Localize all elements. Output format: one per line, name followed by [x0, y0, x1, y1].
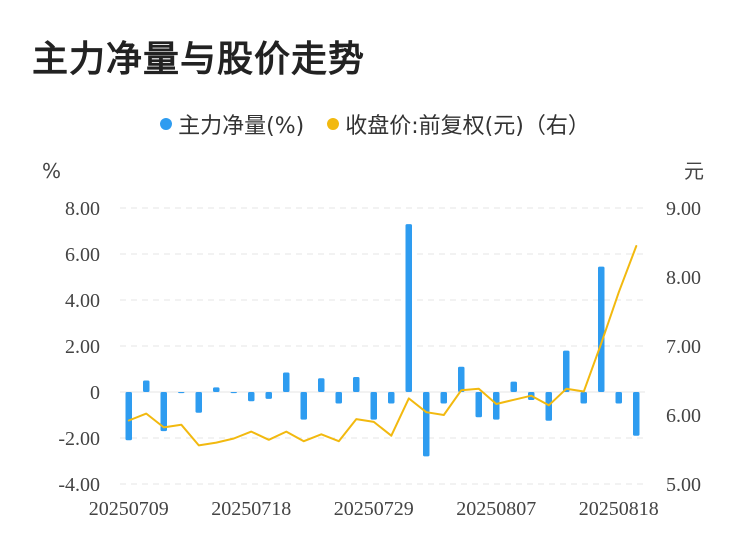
- legend-label-close-price: 收盘价:前复权(元)（右）: [345, 114, 590, 139]
- left-tick-label: 0: [90, 382, 100, 404]
- right-tick-label: 8.00: [666, 267, 701, 289]
- left-tick-label: 6.00: [65, 244, 100, 266]
- bar: [563, 350, 570, 392]
- left-axis: 8.00 6.00 4.00 2.00 0 -2.00 -4.00: [58, 198, 100, 496]
- bar: [248, 392, 255, 402]
- bar: [195, 392, 202, 413]
- bar: [493, 392, 500, 420]
- bar: [405, 224, 412, 392]
- bar: [423, 392, 430, 457]
- legend-item-close-price[interactable]: 收盘价:前复权(元)（右）: [327, 108, 590, 140]
- bar: [143, 380, 150, 392]
- bar: [633, 392, 640, 436]
- bar: [440, 392, 447, 404]
- bar: [335, 392, 342, 404]
- bar: [160, 392, 167, 432]
- bar: [615, 392, 622, 404]
- chart-title: 主力净量与股价走势: [32, 39, 366, 80]
- bar: [230, 392, 237, 394]
- x-tick-label: 20250818: [579, 498, 659, 520]
- bar-series: [125, 224, 640, 457]
- left-tick-label: -2.00: [58, 428, 100, 450]
- right-tick-label: 5.00: [666, 474, 701, 496]
- bar: [370, 392, 377, 420]
- legend-dot-close-price: [327, 118, 340, 130]
- legend: 主力净量(%) 收盘价:前复权(元)（右）: [0, 108, 750, 140]
- bar: [598, 266, 605, 392]
- x-tick-label: 20250807: [456, 498, 536, 520]
- bar: [213, 387, 220, 392]
- legend-dot-net-flow: [160, 118, 173, 130]
- bar: [125, 392, 132, 441]
- bar: [458, 366, 465, 392]
- x-tick-label: 20250718: [211, 498, 291, 520]
- left-tick-label: 8.00: [65, 198, 100, 220]
- x-axis: 20250709 20250718 20250729 20250807 20250818: [89, 498, 659, 520]
- line-series: [127, 245, 638, 447]
- right-tick-label: 9.00: [666, 198, 701, 220]
- bar: [283, 372, 290, 392]
- x-tick-label: 20250729: [334, 498, 414, 520]
- price-line: [127, 245, 638, 447]
- x-tick-label: 20250709: [89, 498, 169, 520]
- bar: [318, 378, 325, 392]
- right-axis: 9.00 8.00 7.00 6.00 5.00: [666, 198, 701, 496]
- bar: [545, 392, 552, 421]
- bar: [475, 392, 482, 418]
- bar: [388, 392, 395, 404]
- right-tick-label: 6.00: [666, 405, 701, 427]
- bar: [178, 392, 185, 394]
- bar: [353, 377, 360, 392]
- right-tick-label: 7.00: [666, 336, 701, 358]
- legend-label-net-flow: 主力净量(%): [178, 114, 305, 139]
- left-tick-label: -4.00: [58, 474, 100, 496]
- left-tick-label: 4.00: [65, 290, 100, 312]
- bar: [510, 381, 517, 392]
- bar: [580, 392, 587, 404]
- left-axis-unit: %: [42, 159, 61, 183]
- gridlines: [120, 207, 645, 485]
- legend-item-net-flow[interactable]: 主力净量(%): [160, 108, 304, 140]
- bar: [265, 392, 272, 399]
- right-axis-unit: 元: [684, 159, 704, 183]
- bar: [300, 392, 307, 420]
- left-tick-label: 2.00: [65, 336, 100, 358]
